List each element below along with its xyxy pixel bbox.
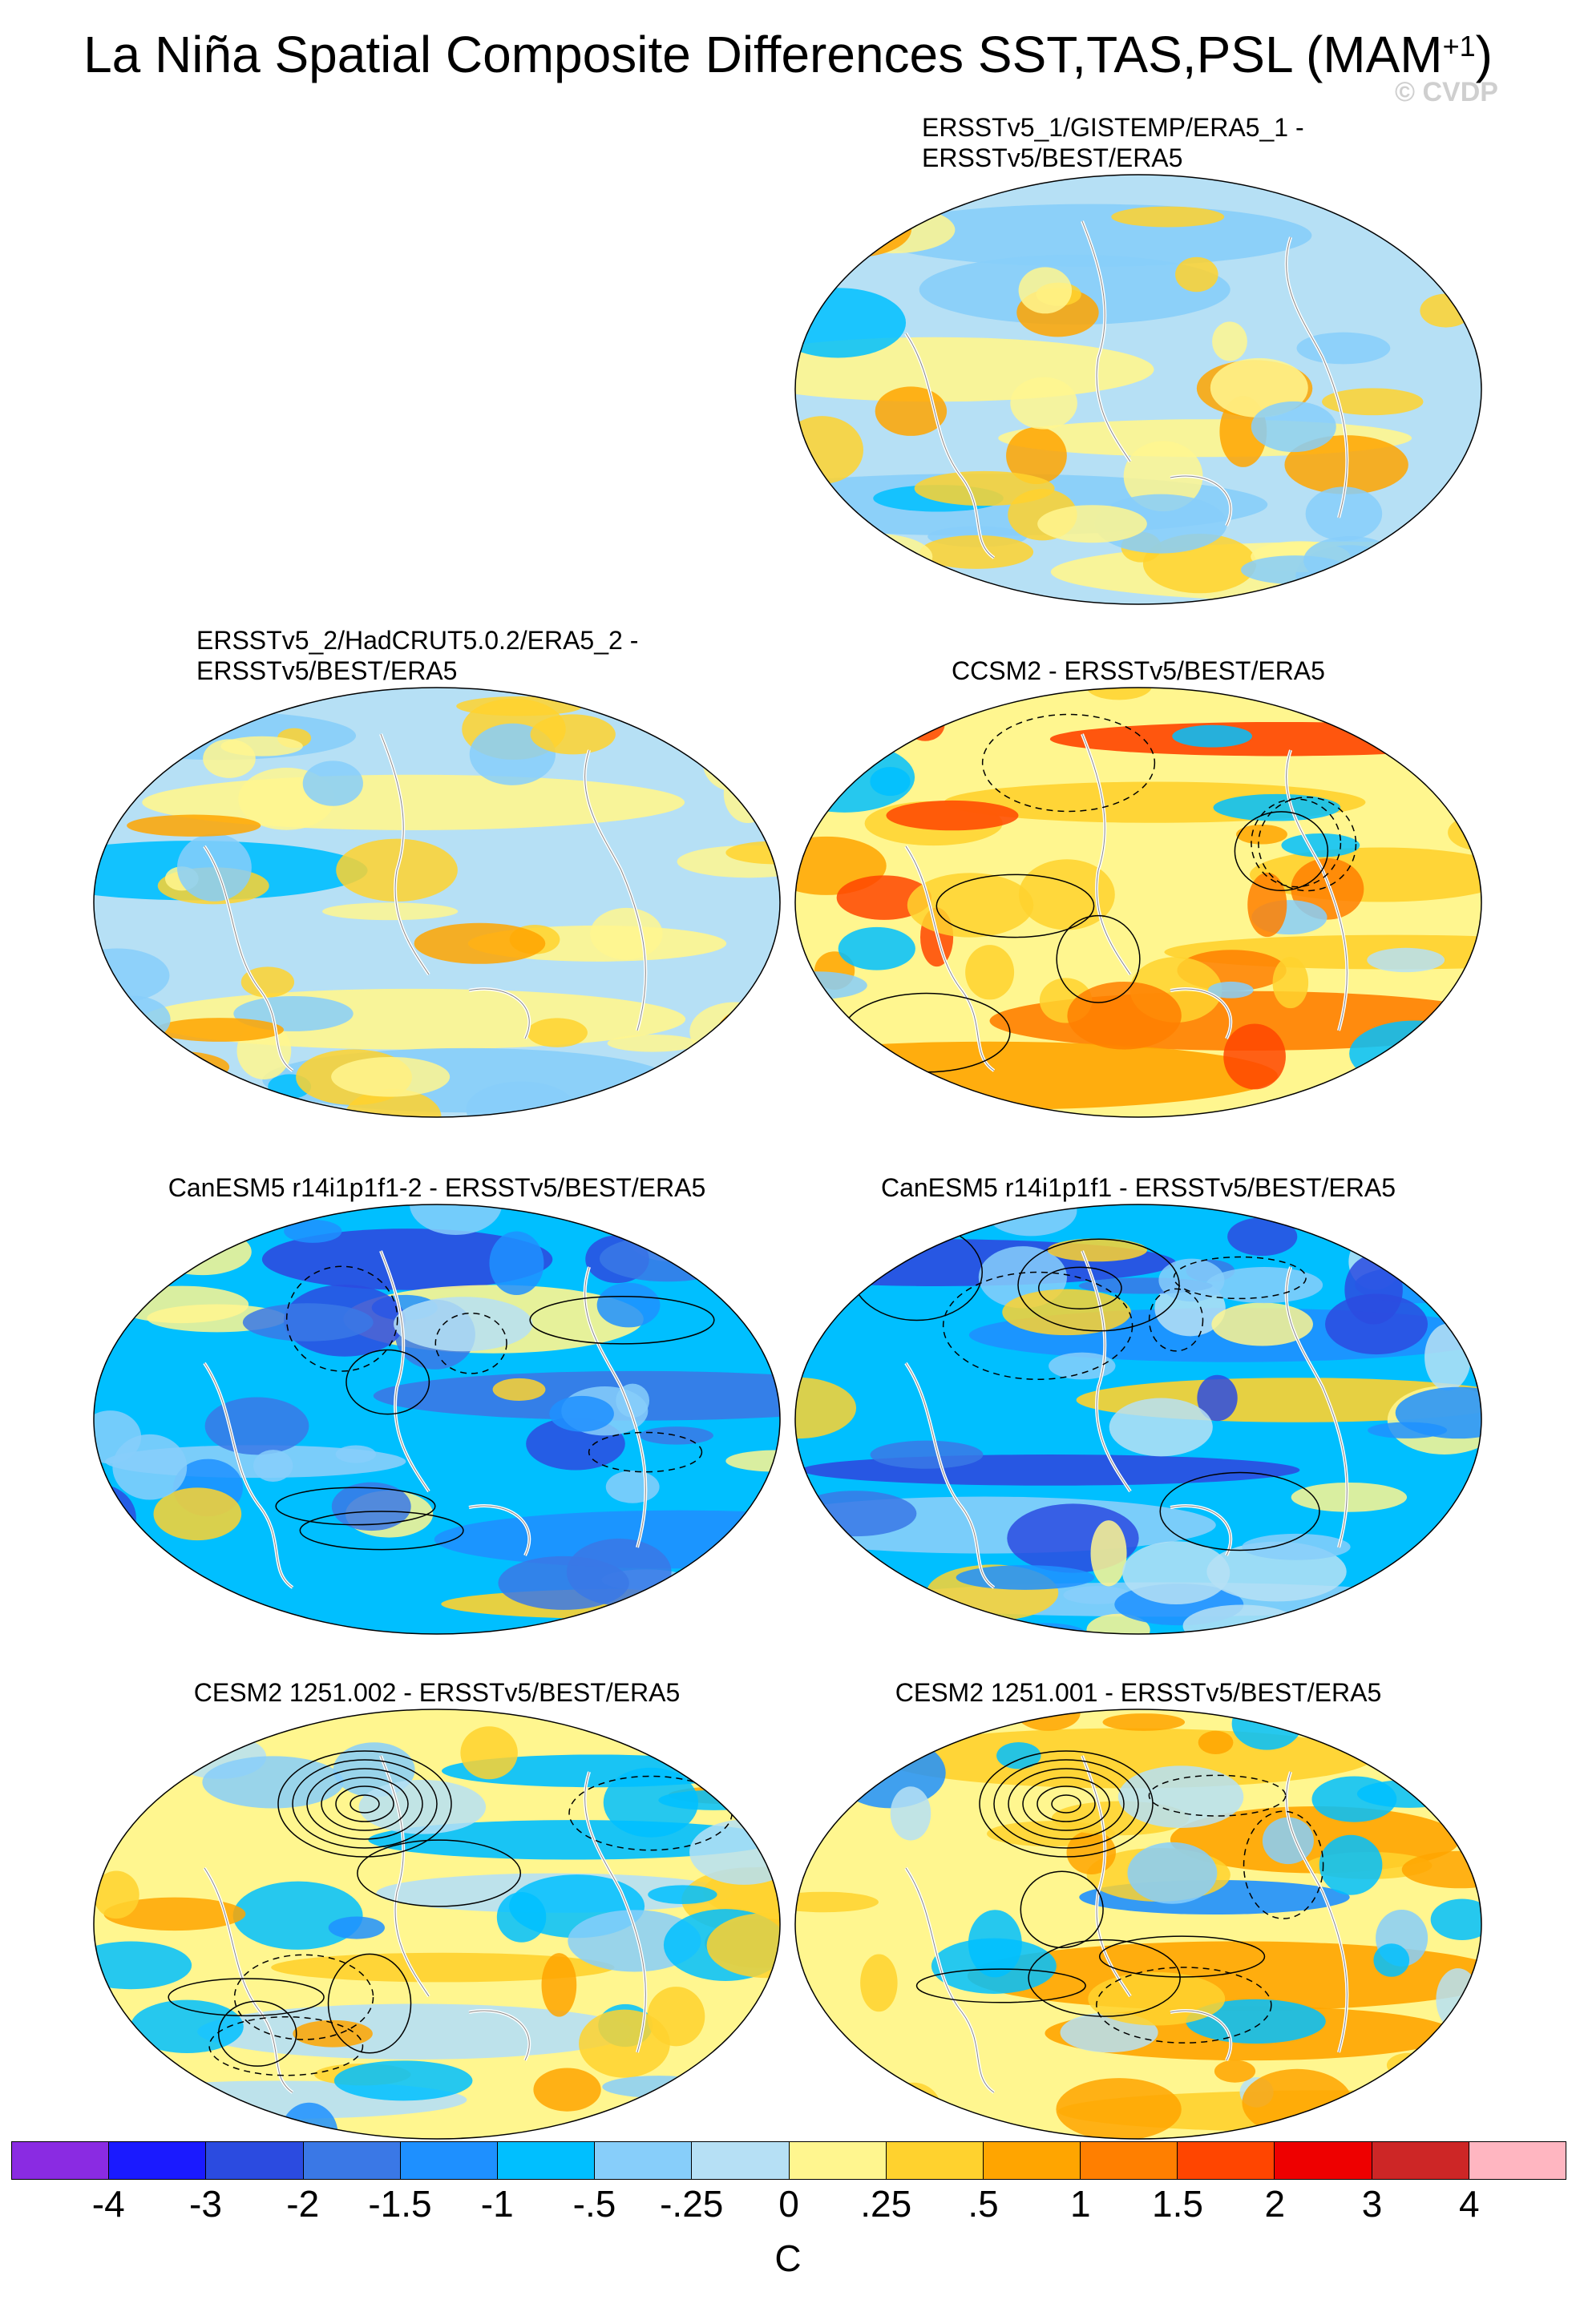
panel-canesm5-1: CanESM5 r14i1p1f1 - ERSSTv5/BEST/ERA5: [794, 1142, 1483, 1636]
map-outline: [794, 687, 1482, 1118]
panel-title-line1: CESM2 1251.002 - ERSSTv5/BEST/ERA5: [193, 1678, 681, 1707]
map-field: [795, 688, 1481, 1117]
colorbar-tick-label: 4: [1458, 2183, 1480, 2225]
colorbar-swatch: [400, 2142, 498, 2179]
panel-title-line2: ERSSTv5/BEST/ERA5: [196, 656, 458, 685]
world-map: [93, 1204, 781, 1635]
map-field: [94, 1204, 780, 1634]
colorbar-swatch: [1081, 2142, 1178, 2179]
colorbar-tick-label: -.25: [660, 2183, 724, 2225]
colorbar-ticks: -4 -3 -2 -1.5 -1 -.5 -.25 0 .25 .5 1 1.5 2 3 4: [0, 2181, 1576, 2229]
panel-title: CESM2 1251.002 - ERSSTv5/BEST/ERA5: [92, 1647, 782, 1708]
colorbar: [11, 2141, 1566, 2180]
colorbar-swatch: [1469, 2142, 1566, 2179]
world-map: [794, 1709, 1482, 2140]
world-map: [93, 687, 781, 1118]
copyright-label: © CVDP: [1395, 77, 1498, 107]
colorbar-tick-label: -.5: [572, 2183, 616, 2225]
panel-ersst-2: ERSSTv5_2/HadCRUT5.0.2/ERA5_2 - ERSSTv5/…: [92, 625, 782, 1119]
colorbar-tick-label: 2: [1264, 2183, 1286, 2225]
map-field: [795, 175, 1481, 604]
panel-title-line1: CESM2 1251.001 - ERSSTv5/BEST/ERA5: [895, 1678, 1382, 1707]
colorbar-tick-label: -1: [480, 2183, 514, 2225]
panel-cesm2-001: CESM2 1251.001 - ERSSTv5/BEST/ERA5: [794, 1647, 1483, 2140]
panel-title: CCSM2 - ERSSTv5/BEST/ERA5: [794, 625, 1483, 686]
panel-title-line1: CanESM5 r14i1p1f1 - ERSSTv5/BEST/ERA5: [880, 1173, 1396, 1202]
colorbar-tick-label: .25: [860, 2183, 912, 2225]
colorbar-swatch: [595, 2142, 693, 2179]
colorbar-swatch: [1275, 2142, 1372, 2179]
panel-canesm5-2: CanESM5 r14i1p1f1-2 - ERSSTv5/BEST/ERA5: [92, 1142, 782, 1636]
colorbar-tick-label: 1: [1069, 2183, 1091, 2225]
world-map: [794, 174, 1482, 605]
panel-title: CanESM5 r14i1p1f1 - ERSSTv5/BEST/ERA5: [794, 1142, 1483, 1203]
colorbar-swatch: [692, 2142, 790, 2179]
colorbar-tick-label: .5: [968, 2183, 999, 2225]
map-outline: [794, 1204, 1482, 1635]
panel-title-line1: CCSM2 - ERSSTv5/BEST/ERA5: [952, 656, 1325, 685]
panel-title-line1: ERSSTv5_1/GISTEMP/ERA5_1 -: [922, 113, 1304, 142]
colorbar-swatch: [1372, 2142, 1469, 2179]
title-text: La Niña Spatial Composite Differences SS…: [83, 26, 1443, 83]
colorbar-tick-label: 1.5: [1152, 2183, 1203, 2225]
colorbar-tick-label: -4: [91, 2183, 125, 2225]
colorbar-swatch: [1178, 2142, 1275, 2179]
colorbar-swatch: [497, 2142, 596, 2179]
map-outline: [93, 1709, 781, 2140]
map-field: [795, 1204, 1481, 1634]
panel-title-line1: ERSSTv5_2/HadCRUT5.0.2/ERA5_2 -: [196, 626, 639, 655]
map-outline: [93, 1204, 781, 1635]
panel-title-line1: CanESM5 r14i1p1f1-2 - ERSSTv5/BEST/ERA5: [168, 1173, 706, 1202]
world-map: [794, 687, 1482, 1118]
panel-title: ERSSTv5_1/GISTEMP/ERA5_1 - ERSSTv5/BEST/…: [794, 112, 1483, 173]
colorbar-tick-label: 0: [778, 2183, 799, 2225]
panel-title: CanESM5 r14i1p1f1-2 - ERSSTv5/BEST/ERA5: [92, 1142, 782, 1203]
map-field: [94, 688, 780, 1117]
title-suffix: ): [1475, 26, 1493, 83]
colorbar-tick-label: -3: [189, 2183, 222, 2225]
colorbar-swatch: [303, 2142, 401, 2179]
colorbar-tick-label: -2: [286, 2183, 320, 2225]
map-field: [795, 1709, 1481, 2139]
colorbar-swatch: [109, 2142, 207, 2179]
panel-title: CESM2 1251.001 - ERSSTv5/BEST/ERA5: [794, 1647, 1483, 1708]
figure-title: La Niña Spatial Composite Differences SS…: [0, 22, 1576, 87]
panel-title-line2: ERSSTv5/BEST/ERA5: [922, 143, 1183, 172]
panel-ersst-1: ERSSTv5_1/GISTEMP/ERA5_1 - ERSSTv5/BEST/…: [794, 112, 1483, 606]
map-outline: [794, 1709, 1482, 2140]
colorbar-swatch: [206, 2142, 304, 2179]
panel-cesm2-002: CESM2 1251.002 - ERSSTv5/BEST/ERA5: [92, 1647, 782, 2140]
colorbar-swatch: [789, 2142, 887, 2179]
colorbar-unit: C: [774, 2237, 802, 2279]
map-outline: [794, 174, 1482, 605]
colorbar-tick-label: -1.5: [368, 2183, 432, 2225]
map-outline: [93, 687, 781, 1118]
title-superscript: +1: [1442, 30, 1476, 63]
world-map: [93, 1709, 781, 2140]
panel-ccsm2: CCSM2 - ERSSTv5/BEST/ERA5: [794, 625, 1483, 1119]
panel-title: ERSSTv5_2/HadCRUT5.0.2/ERA5_2 - ERSSTv5/…: [92, 625, 782, 686]
map-field: [94, 1709, 780, 2139]
colorbar-swatch: [12, 2142, 110, 2179]
colorbar-swatch: [886, 2142, 984, 2179]
colorbar-swatch: [983, 2142, 1081, 2179]
colorbar-tick-label: 3: [1361, 2183, 1383, 2225]
world-map: [794, 1204, 1482, 1635]
